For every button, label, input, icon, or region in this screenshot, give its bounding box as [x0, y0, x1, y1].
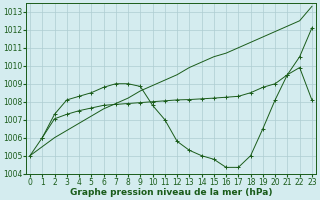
X-axis label: Graphe pression niveau de la mer (hPa): Graphe pression niveau de la mer (hPa)	[70, 188, 272, 197]
